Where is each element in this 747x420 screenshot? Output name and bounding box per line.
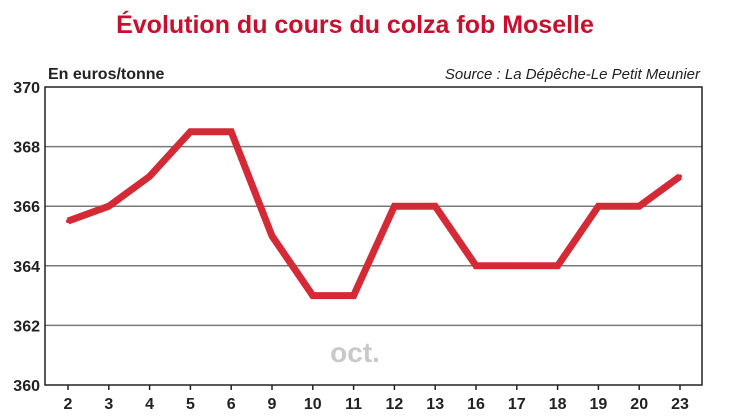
x-tick-label: 23 <box>671 396 689 413</box>
data-point <box>678 174 682 179</box>
x-tick-label: 13 <box>426 396 444 413</box>
y-tick-label: 360 <box>13 378 40 395</box>
x-tick-label: 19 <box>590 396 608 413</box>
x-tick-label: 2 <box>64 396 73 413</box>
x-tick-label: 20 <box>630 396 648 413</box>
data-point <box>188 129 193 134</box>
data-point <box>106 204 111 209</box>
x-tick-label: 11 <box>345 396 362 413</box>
x-tick-label: 16 <box>467 396 485 413</box>
data-point <box>270 234 274 238</box>
data-point <box>514 263 519 268</box>
x-tick-label: 10 <box>304 396 322 413</box>
y-tick-label: 364 <box>13 259 40 276</box>
x-tick-label: 17 <box>508 396 526 413</box>
data-point <box>351 293 356 298</box>
source-note: Source : La Dépêche-Le Petit Meunier <box>445 66 701 83</box>
x-tick-label: 9 <box>268 396 277 413</box>
x-tick-label: 5 <box>186 396 195 413</box>
data-point <box>433 204 438 209</box>
data-point <box>229 129 234 134</box>
x-tick-label: 18 <box>549 396 567 413</box>
gridlines <box>45 145 702 327</box>
month-label: oct. <box>330 337 380 368</box>
data-point <box>147 174 152 179</box>
x-tick-labels: 2 3 4 5 6 9 10 11 12 13 16 17 18 19 20 23 <box>64 385 689 413</box>
y-tick-label: 368 <box>13 140 40 157</box>
y-tick-label: 366 <box>13 199 40 216</box>
data-point <box>474 263 478 268</box>
x-tick-label: 12 <box>386 396 404 413</box>
y-tick-label: 370 <box>13 80 40 97</box>
data-point <box>596 204 601 209</box>
y-tick-label: 362 <box>13 318 40 335</box>
series-line <box>66 128 683 300</box>
data-point <box>66 219 70 224</box>
x-tick-label: 3 <box>104 396 113 413</box>
y-tick-labels: 360 362 364 366 368 370 <box>13 80 40 395</box>
chart-title: Évolution du cours du colza fob Moselle <box>116 10 594 39</box>
data-point <box>310 293 315 298</box>
y-axis-label: En euros/tonne <box>48 66 165 83</box>
data-point <box>555 263 560 268</box>
x-tick-label: 4 <box>145 396 154 413</box>
x-tick-label: 6 <box>227 396 236 413</box>
plot-frame <box>44 86 703 386</box>
series-layer <box>66 128 683 300</box>
data-point <box>392 204 397 209</box>
data-point <box>637 204 642 209</box>
